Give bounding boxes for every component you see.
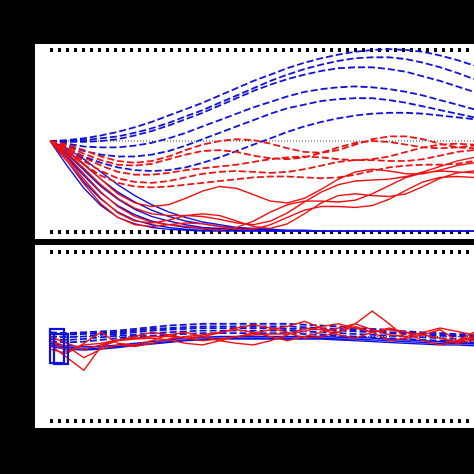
bottom-series-line-red-solid-12 (49, 324, 474, 350)
top-series-line-blue-dashed-0 (49, 48, 474, 142)
top-series-line-blue-dashed-3 (49, 85, 474, 149)
bottom-start-box-1 (52, 332, 70, 366)
top-series-line-blue-dashed-1 (50, 56, 474, 142)
top-series-line-red-solid-17 (49, 140, 474, 208)
bottom-panel-plot (48, 250, 474, 423)
top-panel-background (35, 44, 474, 239)
bottom-series-line-red-solid-11 (49, 323, 474, 359)
top-series-line-blue-dashed-5 (49, 111, 474, 172)
top-panel-plot (49, 48, 474, 234)
bottom-series-line-red-solid-10 (49, 327, 474, 355)
top-series-line-blue-dashed-2 (49, 66, 474, 143)
top-series-line-red-dashed-13 (49, 140, 474, 167)
top-series-line-red-dashed-14 (49, 140, 474, 176)
top-series-line-red-solid-19 (49, 140, 474, 231)
top-series-line-red-solid-21 (49, 140, 474, 231)
top-series-line-red-dashed-15 (49, 140, 474, 184)
top-series-line-red-solid-18 (49, 140, 474, 226)
bottom-series-line-blue-dashed-2 (49, 327, 474, 339)
bottom-series-line-blue-solid-7 (49, 338, 474, 351)
top-series-line-red-dashed-12 (49, 135, 474, 164)
top-series-line-blue-dashed-4 (49, 97, 474, 158)
bottom-series-line-blue-solid-5 (49, 337, 474, 349)
top-series-line-red-dashed-16 (49, 140, 474, 189)
